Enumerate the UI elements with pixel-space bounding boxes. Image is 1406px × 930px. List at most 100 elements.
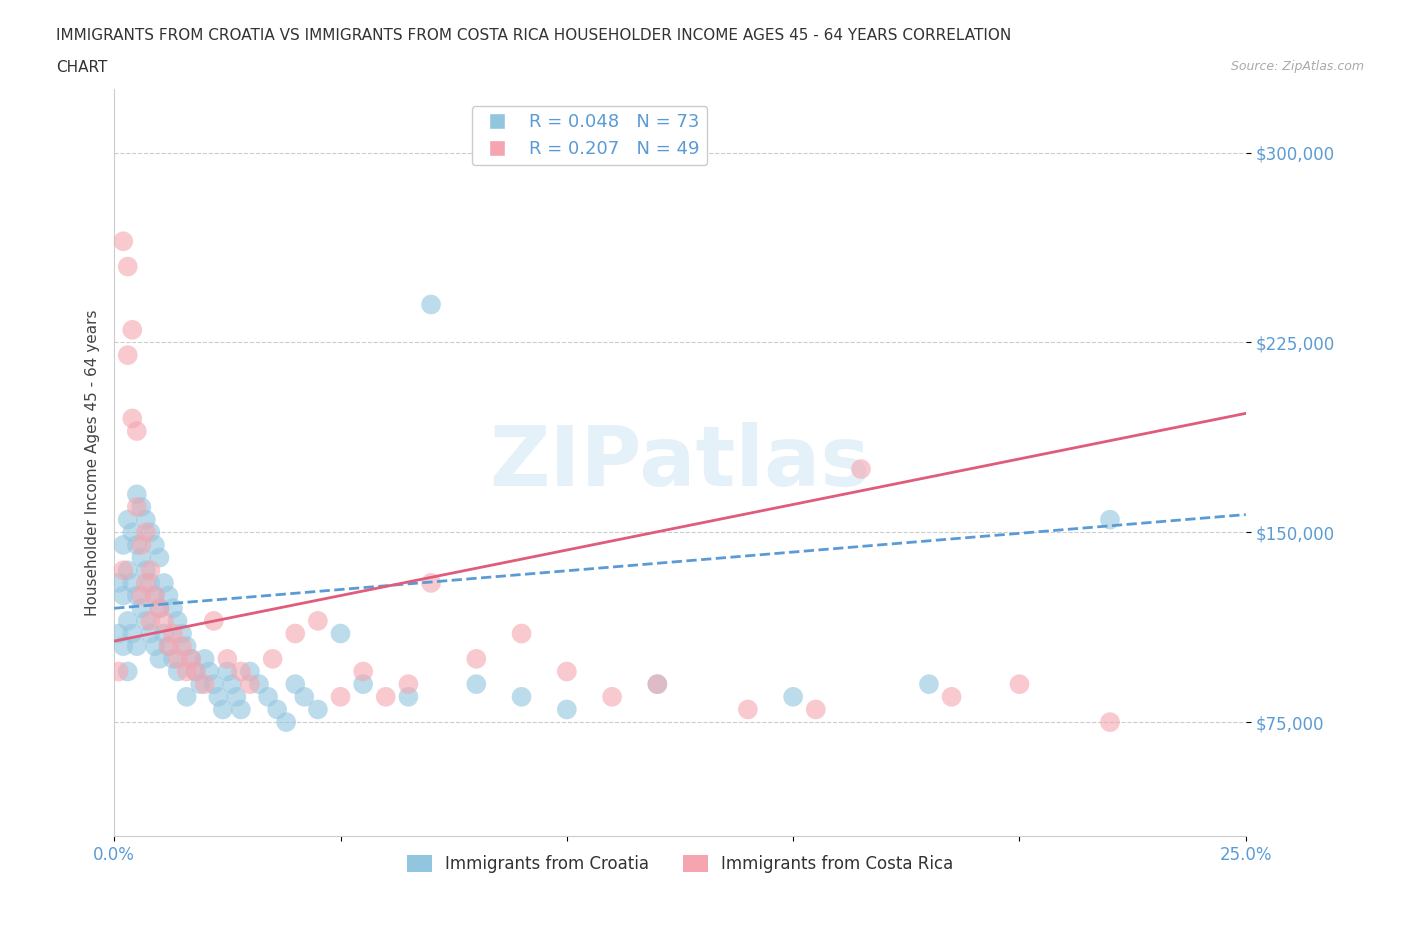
Point: [162, 601, 184, 616]
Point: [143, 639, 166, 654]
Point: [157, 639, 180, 654]
Point: [135, 563, 157, 578]
Point: [188, 677, 211, 692]
Point: [180, 651, 202, 666]
Point: [162, 651, 184, 666]
Point: [117, 614, 139, 629]
Point: [121, 323, 143, 338]
Point: [510, 689, 533, 704]
Point: [284, 677, 307, 692]
Point: [510, 626, 533, 641]
Point: [737, 702, 759, 717]
Point: [131, 538, 153, 552]
Point: [329, 689, 352, 704]
Point: [107, 626, 129, 641]
Point: [166, 664, 188, 679]
Point: [239, 677, 262, 692]
Point: [941, 689, 963, 704]
Point: [172, 639, 194, 654]
Point: [117, 259, 139, 274]
Point: [135, 512, 157, 527]
Point: [396, 689, 419, 704]
Point: [420, 576, 443, 591]
Point: [1098, 512, 1121, 527]
Point: [121, 525, 143, 539]
Point: [157, 588, 180, 603]
Legend: Immigrants from Croatia, Immigrants from Costa Rica: Immigrants from Croatia, Immigrants from…: [401, 848, 960, 880]
Point: [1098, 714, 1121, 729]
Point: [262, 651, 284, 666]
Point: [1008, 677, 1031, 692]
Point: [125, 639, 148, 654]
Point: [307, 614, 329, 629]
Point: [117, 512, 139, 527]
Point: [107, 664, 129, 679]
Point: [162, 626, 184, 641]
Point: [131, 551, 153, 565]
Point: [352, 664, 374, 679]
Point: [229, 702, 252, 717]
Point: [198, 664, 221, 679]
Text: CHART: CHART: [56, 60, 108, 75]
Point: [329, 626, 352, 641]
Point: [225, 689, 247, 704]
Point: [247, 677, 270, 692]
Text: ZIPatlas: ZIPatlas: [489, 422, 870, 503]
Point: [125, 538, 148, 552]
Point: [292, 689, 315, 704]
Point: [125, 499, 148, 514]
Point: [396, 677, 419, 692]
Point: [307, 702, 329, 717]
Point: [465, 651, 488, 666]
Point: [184, 664, 207, 679]
Point: [148, 601, 170, 616]
Point: [121, 626, 143, 641]
Point: [202, 677, 225, 692]
Point: [239, 664, 262, 679]
Point: [647, 677, 669, 692]
Point: [420, 297, 443, 312]
Point: [153, 614, 176, 629]
Point: [112, 639, 135, 654]
Point: [202, 614, 225, 629]
Point: [107, 576, 129, 591]
Point: [555, 664, 578, 679]
Point: [194, 651, 217, 666]
Point: [131, 601, 153, 616]
Point: [131, 499, 153, 514]
Point: [148, 601, 170, 616]
Point: [153, 576, 176, 591]
Point: [352, 677, 374, 692]
Y-axis label: Householder Income Ages 45 - 64 years: Householder Income Ages 45 - 64 years: [86, 310, 100, 616]
Point: [125, 588, 148, 603]
Point: [229, 664, 252, 679]
Point: [176, 689, 198, 704]
Point: [139, 525, 162, 539]
Point: [143, 588, 166, 603]
Point: [139, 626, 162, 641]
Point: [135, 525, 157, 539]
Point: [135, 614, 157, 629]
Point: [184, 664, 207, 679]
Text: Source: ZipAtlas.com: Source: ZipAtlas.com: [1230, 60, 1364, 73]
Point: [135, 576, 157, 591]
Point: [374, 689, 396, 704]
Point: [125, 487, 148, 502]
Point: [172, 626, 194, 641]
Point: [804, 702, 827, 717]
Point: [112, 538, 135, 552]
Point: [647, 677, 669, 692]
Point: [555, 702, 578, 717]
Point: [139, 614, 162, 629]
Point: [143, 538, 166, 552]
Point: [284, 626, 307, 641]
Point: [166, 651, 188, 666]
Point: [849, 461, 872, 476]
Point: [176, 664, 198, 679]
Point: [121, 576, 143, 591]
Point: [180, 651, 202, 666]
Point: [221, 677, 243, 692]
Point: [266, 702, 288, 717]
Point: [157, 639, 180, 654]
Point: [465, 677, 488, 692]
